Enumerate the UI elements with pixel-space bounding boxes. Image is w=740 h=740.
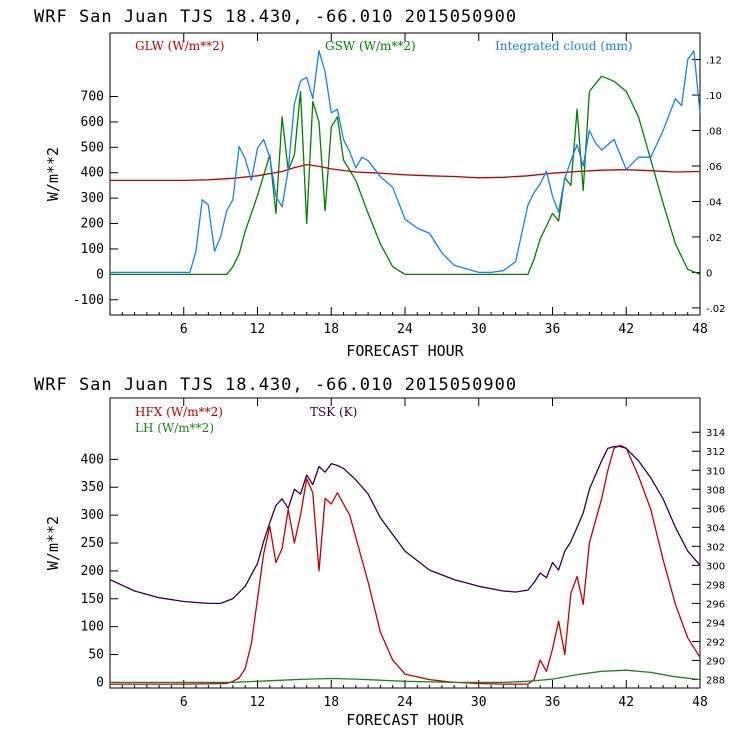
y-tick-label: 100 — [81, 242, 104, 257]
y2-tick-label: 298 — [706, 580, 725, 591]
x-tick-label: 36 — [545, 322, 561, 337]
series-line-lh — [110, 669, 701, 684]
y2-tick-label: 294 — [706, 618, 725, 629]
series-line-glw — [110, 163, 701, 182]
y-tick-label: 50 — [88, 648, 104, 663]
y-tick-label: 250 — [81, 536, 104, 551]
legend-entry: GLW (W/m**2) — [135, 39, 224, 53]
y-tick-label: 600 — [81, 115, 104, 130]
y2-tick-label: .12 — [706, 56, 722, 67]
y-tick-label: 0 — [96, 675, 104, 690]
y2-tick-label: 292 — [706, 637, 725, 648]
y2-tick-label: 288 — [706, 675, 725, 686]
x-axis-label: FORECAST HOUR — [346, 711, 464, 729]
y2-tick-label: 300 — [706, 561, 725, 572]
x-tick-label: 30 — [471, 322, 487, 337]
y2-tick-label: 308 — [706, 485, 725, 496]
chart-panel-top: WRF San Juan TJS 18.430, -66.010 2015050… — [34, 7, 726, 360]
x-tick-label: 6 — [180, 695, 188, 710]
x-tick-label: 24 — [397, 322, 413, 337]
y-tick-label: 350 — [81, 480, 104, 495]
x-tick-label: 48 — [692, 322, 708, 337]
plot-frame — [109, 397, 701, 689]
y2-tick-label: 314 — [706, 428, 725, 439]
series-line-hfx — [110, 444, 701, 685]
y-tick-label: 700 — [81, 90, 104, 105]
y2-tick-label: 304 — [706, 523, 725, 534]
y2-tick-label: 310 — [706, 466, 725, 477]
y-tick-label: 200 — [81, 564, 104, 579]
chart-panel-bottom: WRF San Juan TJS 18.430, -66.010 2015050… — [34, 375, 725, 729]
series-line-tsk — [109, 445, 701, 605]
y2-tick-label: .06 — [706, 162, 722, 173]
x-tick-label: 42 — [618, 322, 634, 337]
y-tick-label: 500 — [81, 140, 104, 155]
y2-tick-label: 290 — [706, 656, 725, 667]
y-tick-label: 0 — [96, 267, 104, 282]
y-tick-label: 200 — [81, 217, 104, 232]
y2-tick-label: 306 — [706, 504, 725, 515]
x-axis-label: FORECAST HOUR — [346, 342, 464, 360]
y-axis-label: W/m**2 — [44, 147, 62, 201]
y2-tick-label: .08 — [706, 127, 722, 138]
x-tick-label: 30 — [471, 695, 487, 710]
x-tick-label: 42 — [618, 695, 634, 710]
plot-frame — [109, 32, 701, 316]
y2-tick-label: 0 — [706, 268, 712, 279]
y2-tick-label: .02 — [706, 233, 722, 244]
y2-tick-label: 312 — [706, 447, 725, 458]
chart-title: WRF San Juan TJS 18.430, -66.010 2015050… — [34, 7, 517, 27]
x-tick-label: 36 — [545, 695, 561, 710]
y-tick-label: 400 — [81, 166, 104, 181]
y-tick-label: 100 — [81, 620, 104, 635]
y-tick-label: 150 — [81, 592, 104, 607]
legend-entry: TSK (K) — [310, 405, 357, 419]
x-tick-label: 18 — [323, 322, 339, 337]
y2-tick-label: -.02 — [706, 304, 726, 315]
y-tick-label: 400 — [81, 452, 104, 467]
legend-entry: Integrated cloud (mm) — [495, 39, 633, 53]
x-tick-label: 18 — [323, 695, 339, 710]
y-tick-label: 300 — [81, 508, 104, 523]
x-tick-label: 48 — [692, 695, 708, 710]
x-tick-label: 6 — [180, 322, 188, 337]
legend-entry: LH (W/m**2) — [135, 421, 214, 435]
series-line-gsw — [110, 75, 701, 276]
x-tick-label: 12 — [250, 695, 266, 710]
series-line-integrated — [110, 50, 701, 274]
legend-entry: HFX (W/m**2) — [135, 405, 223, 419]
y2-tick-label: .04 — [706, 197, 722, 208]
y2-tick-label: .10 — [706, 91, 722, 102]
chart-title: WRF San Juan TJS 18.430, -66.010 2015050… — [34, 375, 517, 395]
legend-entry: GSW (W/m**2) — [325, 39, 416, 53]
x-tick-label: 12 — [250, 322, 266, 337]
x-tick-label: 24 — [397, 695, 413, 710]
y-tick-label: 300 — [81, 191, 104, 206]
y-axis-label: W/m**2 — [44, 516, 62, 570]
y2-tick-label: 296 — [706, 599, 725, 610]
y2-tick-label: 302 — [706, 542, 725, 553]
y-tick-label: -100 — [73, 293, 104, 308]
